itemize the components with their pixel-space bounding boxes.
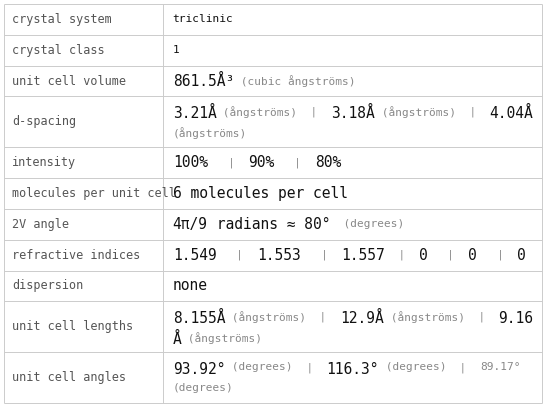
Text: refractive indices: refractive indices (12, 249, 140, 262)
Text: 861.5Å³: 861.5Å³ (173, 74, 234, 89)
Text: (degrees): (degrees) (379, 362, 447, 372)
Text: (ångströms): (ångströms) (375, 107, 456, 118)
Text: (ångströms): (ångströms) (173, 127, 247, 139)
Text: d-spacing: d-spacing (12, 115, 76, 128)
Text: |: | (306, 311, 340, 322)
Text: unit cell angles: unit cell angles (12, 371, 126, 384)
Text: (degrees): (degrees) (330, 219, 405, 229)
Text: 6 molecules per cell: 6 molecules per cell (173, 186, 348, 201)
Text: unit cell lengths: unit cell lengths (12, 320, 133, 333)
Text: (ångströms): (ångströms) (225, 311, 306, 323)
Text: 3.18Å: 3.18Å (331, 107, 375, 121)
Text: (ångströms): (ångströms) (216, 107, 298, 118)
Text: 4π/9: 4π/9 (173, 217, 207, 232)
Text: (ångströms): (ångströms) (384, 311, 465, 323)
Text: |: | (477, 250, 517, 260)
Text: Å: Å (173, 332, 181, 347)
Text: 2V angle: 2V angle (12, 218, 69, 231)
Text: 93.92°: 93.92° (173, 362, 225, 377)
Text: |: | (447, 362, 480, 373)
Text: 100%: 100% (173, 155, 207, 170)
Text: |: | (465, 311, 498, 322)
Text: dispersion: dispersion (12, 280, 83, 292)
Text: 1.549: 1.549 (173, 247, 216, 263)
Text: 1: 1 (173, 45, 180, 55)
Text: 0: 0 (419, 247, 428, 263)
Text: 3.21Å: 3.21Å (173, 107, 216, 121)
Text: (ångströms): (ångströms) (181, 332, 263, 344)
Text: 8.155Å: 8.155Å (173, 311, 225, 326)
Text: radians ≈ 80°: radians ≈ 80° (207, 217, 330, 232)
Text: (degrees): (degrees) (225, 362, 293, 372)
Text: (degrees): (degrees) (173, 383, 234, 393)
Text: 89.17°: 89.17° (480, 362, 521, 372)
Text: 4.04Å: 4.04Å (490, 107, 533, 121)
Text: 12.9Å: 12.9Å (340, 311, 384, 326)
Text: 90%: 90% (248, 155, 275, 170)
Text: unit cell volume: unit cell volume (12, 74, 126, 88)
Text: |: | (456, 107, 490, 117)
Text: molecules per unit cell: molecules per unit cell (12, 187, 176, 200)
Text: 9.16: 9.16 (498, 311, 533, 326)
Text: 116.3°: 116.3° (327, 362, 379, 377)
Text: intensity: intensity (12, 156, 76, 169)
Text: none: none (173, 278, 207, 293)
Text: |: | (275, 158, 315, 168)
Text: 0: 0 (468, 247, 477, 263)
Text: |: | (301, 250, 341, 260)
Text: (cubic ångströms): (cubic ångströms) (234, 75, 355, 87)
Text: crystal system: crystal system (12, 13, 112, 26)
Text: 80%: 80% (315, 155, 341, 170)
Text: |: | (428, 250, 468, 260)
Text: |: | (298, 107, 331, 117)
Text: |: | (216, 250, 257, 260)
Text: |: | (385, 250, 419, 260)
Text: 0: 0 (517, 247, 526, 263)
Text: crystal class: crystal class (12, 44, 105, 57)
Text: 1.553: 1.553 (257, 247, 301, 263)
Text: triclinic: triclinic (173, 14, 234, 24)
Text: |: | (293, 362, 327, 373)
Text: 1.557: 1.557 (341, 247, 385, 263)
Text: |: | (207, 158, 248, 168)
